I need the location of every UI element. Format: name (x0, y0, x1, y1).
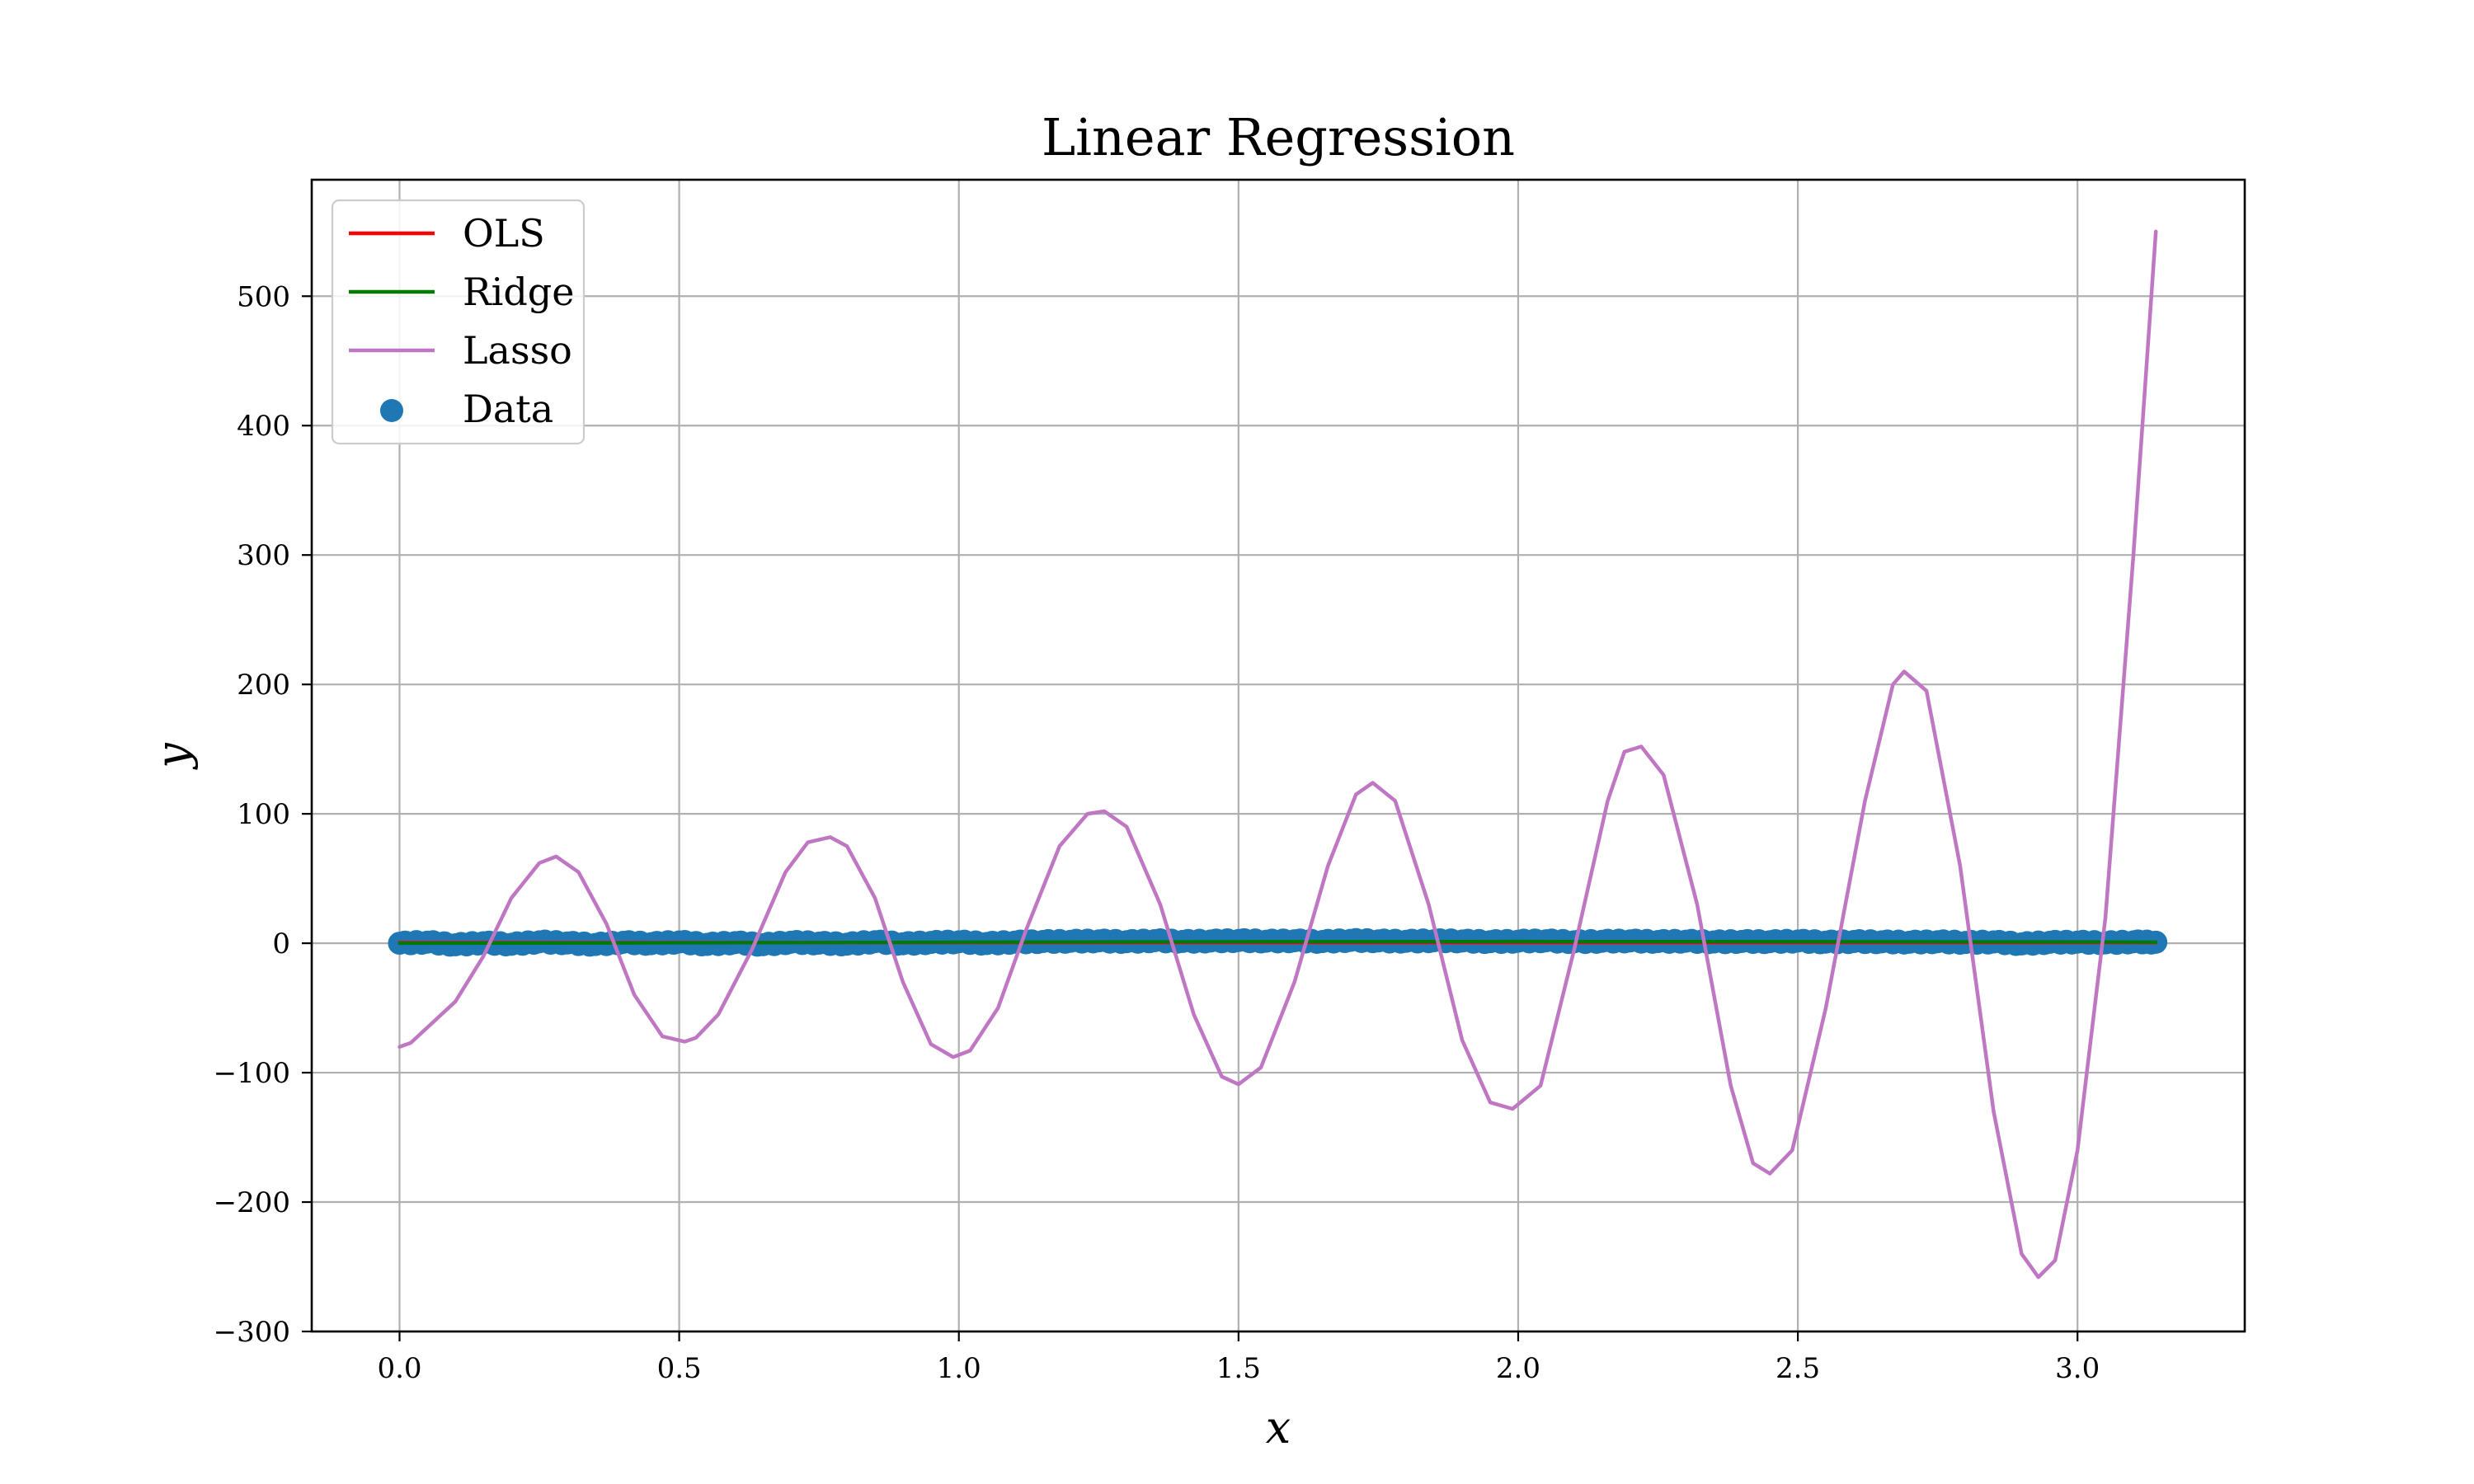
series-line-ridge (397, 939, 2158, 946)
axes-frame (310, 178, 2246, 1333)
legend-box (331, 199, 586, 445)
tick-layer: 0.0 0.5 1.0 1.5 2.0 2.5 3.0 −300 −200 −100 0 100 200… (214, 280, 2100, 1385)
legend-label-ols: OLS (463, 211, 545, 256)
x-tick-label: 0.5 (657, 1352, 702, 1385)
series-line-lasso (397, 229, 2158, 1280)
y-tick-label: 200 (237, 669, 290, 702)
y-tick-label: 500 (237, 280, 290, 313)
chart-title: Linear Regression (1042, 107, 1515, 167)
y-tick-label: −200 (214, 1186, 290, 1219)
legend: OLS Ridge Lasso Data (331, 199, 586, 445)
y-axis-label: y (147, 742, 199, 770)
y-tick-label: 400 (237, 410, 290, 443)
y-tick-label: 300 (237, 539, 290, 572)
x-tick-label: 3.0 (2055, 1352, 2100, 1385)
legend-label-lasso: Lasso (463, 328, 572, 373)
y-tick-label: 0 (272, 928, 290, 960)
x-tick-label: 1.5 (1216, 1352, 1261, 1385)
x-tick-label: 2.0 (1496, 1352, 1540, 1385)
y-tick-label: −100 (214, 1057, 290, 1090)
y-tick-label: 100 (237, 798, 290, 831)
x-axis-label: x (1266, 1402, 1291, 1453)
legend-marker-data (380, 399, 403, 422)
x-tick-label: 0.0 (377, 1352, 421, 1385)
series-data (388, 928, 2168, 957)
x-tick-label: 1.0 (937, 1352, 981, 1385)
legend-label-data: Data (463, 387, 553, 431)
y-tick-label: −300 (214, 1316, 290, 1349)
plot-area (388, 229, 2168, 1280)
x-tick-label: 2.5 (1776, 1352, 1820, 1385)
legend-label-ridge: Ridge (463, 270, 574, 314)
